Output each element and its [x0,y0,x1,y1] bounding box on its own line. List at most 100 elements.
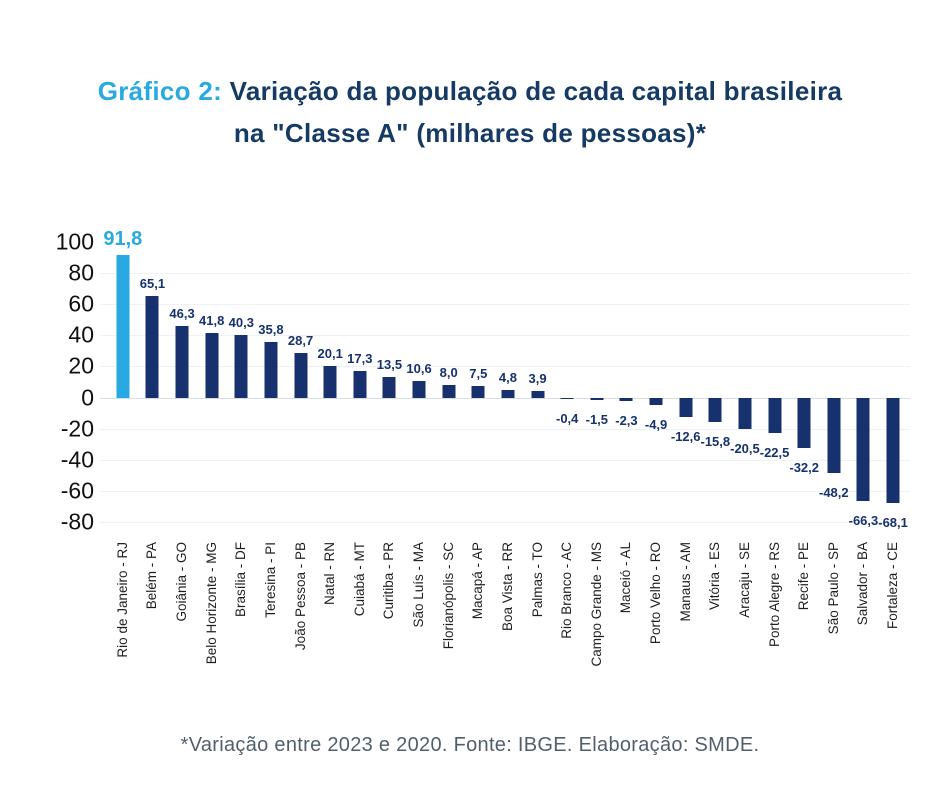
bar [590,397,604,400]
bars-container: 91,8 65,1 46,3 41,8 40,3 35,8 28,7 20,1 17,3 13,5… [103,228,908,531]
bar-column: -20,5 [730,242,760,522]
bar-value-label: 20,1 [317,346,343,362]
gridline [100,459,910,461]
x-label-column: Goiânia - GO [167,542,197,700]
x-tick-label: Palmas - TO [529,542,545,618]
bar-column: 20,1 [315,242,345,522]
bar-value-label: 17,3 [347,350,373,366]
x-tick-label: Aracaju - SE [736,542,752,618]
x-label-column: Fortaleza - CE [878,542,908,700]
bar [323,366,337,398]
bar-value-label: 41,8 [199,312,225,328]
zero-axis-line [100,397,910,399]
x-label-column: Belo Horizonte - MG [197,542,227,700]
bar-value-label: -12,6 [670,429,701,445]
bar [145,296,159,398]
x-label-column: João Pessoa - PB [286,542,316,700]
bar [797,397,811,448]
x-label-column: Cuiabá - MT [345,542,375,700]
bar [175,325,189,398]
y-tick-label: 60 [68,290,94,317]
x-label-column: São Paulo - SP [819,542,849,700]
bar-column: 17,3 [345,242,375,522]
x-tick-label: São Luís - MA [411,542,427,628]
bar [768,397,782,433]
gridline [100,304,910,306]
gridline [100,490,910,492]
bar-column: 7,5 [464,242,494,522]
bar-column: -2,3 [612,242,642,522]
bar [649,397,663,406]
bar-column: -4,9 [641,242,671,522]
bar-column: 40,3 [227,242,257,522]
x-tick-label: Florianópolis - SC [440,542,456,650]
x-label-column: Recife - PE [789,542,819,700]
bar-column: -1,5 [582,242,612,522]
bar-value-label: -15,8 [700,434,731,450]
x-label-column: Campo Grande - MS [582,542,612,700]
gridline [100,366,910,368]
x-label-column: Macapá - AP [464,542,494,700]
y-tick-label: -40 [60,446,94,473]
chart-title-prefix: Gráfico 2: [97,76,223,106]
bar [501,390,515,398]
y-tick-label: 40 [68,321,94,348]
gridline [100,522,910,523]
bar [827,397,841,473]
bar-value-label: 7,5 [469,365,488,381]
x-tick-label: Belém - PA [144,542,160,610]
bar-value-label: 46,3 [169,305,195,321]
y-tick-label: 20 [68,352,94,379]
x-label-column: Florianópolis - SC [434,542,464,700]
x-tick-label: Teresina - PI [262,542,278,618]
bar [531,391,545,398]
bar [234,334,248,398]
y-axis-labels: 100 80 60 40 20 0 -20 -40 -60 -80 [0,229,94,535]
bar-value-label: -22,5 [759,444,790,460]
bar-column: 13,5 [375,242,405,522]
bar-value-label: 8,0 [439,365,458,381]
bar-value-label: -4,9 [644,417,668,433]
bar-column: 4,8 [493,242,523,522]
chart-title-line1: Gráfico 2: Variação da população de cada… [0,70,940,112]
bar-column: 65,1 [138,242,168,522]
bar-column: 91,8 [103,228,142,522]
x-tick-label: Natal - RN [322,542,338,606]
x-label-column: Maceió - AL [612,542,642,700]
bar [856,397,870,501]
plot-area: 91,8 65,1 46,3 41,8 40,3 35,8 28,7 20,1 17,3 13,5… [100,228,910,531]
chart-title-line2: na "Classe A" (milhares de pessoas)* [233,118,707,148]
x-tick-label: Recife - PE [796,542,812,611]
bar [886,397,900,504]
x-tick-label: Boa Vista - RR [499,542,515,632]
x-tick-label: Belo Horizonte - MG [203,542,219,665]
bar-value-label: 65,1 [139,276,166,292]
bar [442,385,456,398]
x-tick-label: Rio Branco - AC [559,542,575,639]
x-label-column: Teresina - PI [256,542,286,700]
x-tick-label: Rio de Janeiro - RJ [114,542,130,658]
bar-value-label: 28,7 [287,332,314,348]
y-tick-label: -20 [60,415,94,442]
bar [412,381,426,398]
x-tick-label: Porto Velho - RO [648,542,664,645]
bar [205,332,219,398]
y-tick-label: 0 [81,384,94,411]
x-label-column: Rio de Janeiro - RJ [108,542,138,700]
bar-column: 3,9 [523,242,553,522]
x-label-column: Boa Vista - RR [493,542,523,700]
y-tick-label: -60 [60,477,94,504]
x-tick-label: Goiânia - GO [174,542,190,622]
bar-value-label: -20,5 [730,441,760,457]
bar-value-label: -32,2 [789,459,820,475]
x-tick-label: Manaus - AM [677,542,693,622]
bar-column: -48,2 [819,242,849,522]
x-label-column: Porto Alegre - RS [760,542,790,700]
source-note: *Variação entre 2023 e 2020. Fonte: IBGE… [180,734,760,756]
bar [382,376,396,398]
x-label-column: São Luís - MA [404,542,434,700]
bar [471,385,485,398]
x-tick-label: Brasília - DF [233,542,249,618]
x-tick-label: Campo Grande - MS [588,542,604,667]
